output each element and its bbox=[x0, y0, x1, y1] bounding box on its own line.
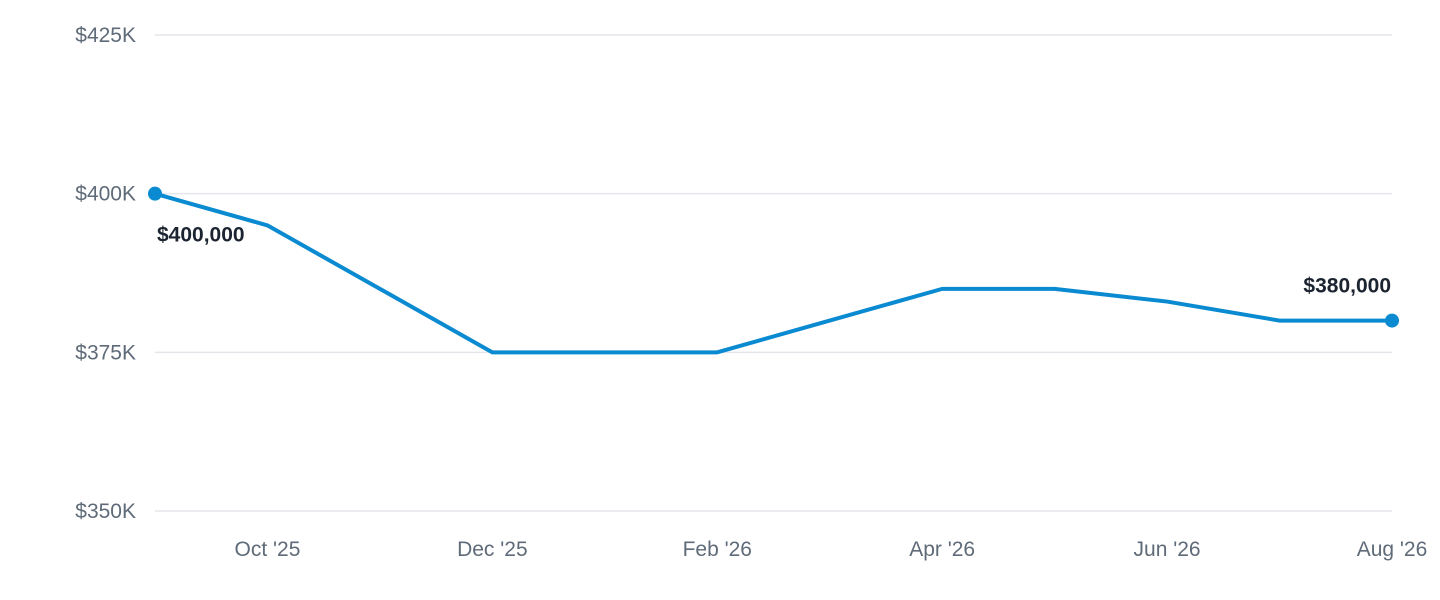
series-line bbox=[153, 191, 1394, 355]
y-tick-label: $425K bbox=[75, 24, 136, 47]
x-tick-label: Feb '26 bbox=[683, 538, 752, 561]
data-point-marker bbox=[148, 186, 162, 201]
y-tick-label: $400K bbox=[75, 183, 136, 206]
x-tick-label: Dec '25 bbox=[457, 538, 528, 561]
y-tick-label: $350K bbox=[75, 500, 136, 523]
data-label: $400,000 bbox=[157, 224, 245, 247]
x-tick-label: Aug '26 bbox=[1357, 538, 1428, 561]
series-group bbox=[153, 191, 1394, 355]
x-tick-label: Oct '25 bbox=[235, 538, 301, 561]
x-tick-label: Jun '26 bbox=[1134, 538, 1201, 561]
data-point-marker bbox=[1385, 313, 1399, 328]
data-label: $380,000 bbox=[1303, 275, 1391, 298]
grid-lines bbox=[155, 34, 1392, 512]
y-axis-tick-labels: $350K $375K $400K $425K bbox=[75, 24, 136, 523]
data-annotations: $400,000 $380,000 bbox=[148, 186, 1399, 328]
y-tick-label: $375K bbox=[75, 341, 136, 364]
x-tick-label: Apr '26 bbox=[909, 538, 975, 561]
x-axis-tick-labels: Oct '25 Dec '25 Feb '26 Apr '26 Jun '26 Aug '… bbox=[235, 538, 1428, 561]
